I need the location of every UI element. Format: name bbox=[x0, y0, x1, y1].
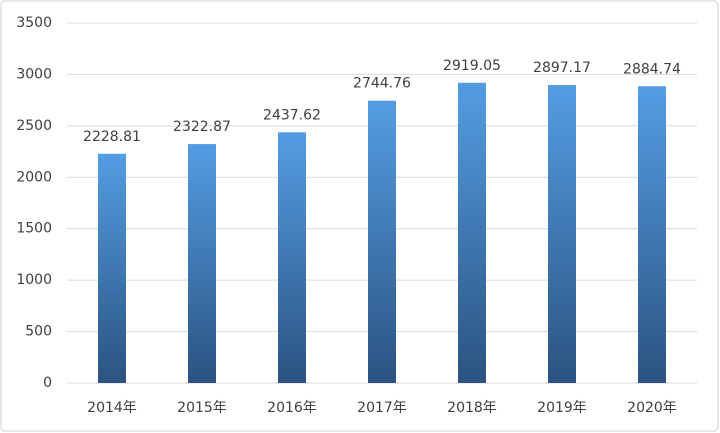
y-tick-label: 2500 bbox=[16, 118, 52, 134]
bar bbox=[278, 132, 306, 383]
bar bbox=[638, 86, 666, 384]
data-label: 2322.87 bbox=[173, 119, 231, 135]
data-label: 2919.05 bbox=[443, 58, 501, 74]
bar bbox=[368, 100, 396, 384]
y-tick-label: 0 bbox=[43, 375, 52, 391]
y-tick-label: 3500 bbox=[16, 15, 52, 31]
x-tick-label: 2018年 bbox=[447, 400, 497, 416]
data-label: 2437.62 bbox=[263, 107, 321, 123]
y-tick-label: 500 bbox=[25, 324, 52, 340]
data-label: 2744.76 bbox=[353, 76, 411, 92]
y-tick-label: 2000 bbox=[16, 169, 52, 185]
data-label: 2228.81 bbox=[83, 129, 141, 145]
bar bbox=[188, 144, 216, 383]
y-tick-label: 1000 bbox=[16, 272, 52, 288]
x-tick-label: 2014年 bbox=[87, 400, 137, 416]
x-tick-label: 2020年 bbox=[627, 400, 677, 416]
data-label: 2884.74 bbox=[623, 61, 681, 77]
y-tick-label: 1500 bbox=[16, 221, 52, 237]
data-label: 2897.17 bbox=[533, 60, 591, 76]
bar bbox=[548, 85, 576, 383]
x-tick-label: 2019年 bbox=[537, 400, 587, 416]
bar bbox=[98, 153, 126, 383]
x-tick-label: 2016年 bbox=[267, 400, 317, 416]
y-tick-label: 3000 bbox=[16, 66, 52, 82]
x-tick-label: 2017年 bbox=[357, 400, 407, 416]
x-tick-label: 2015年 bbox=[177, 400, 227, 416]
bar bbox=[458, 82, 486, 384]
